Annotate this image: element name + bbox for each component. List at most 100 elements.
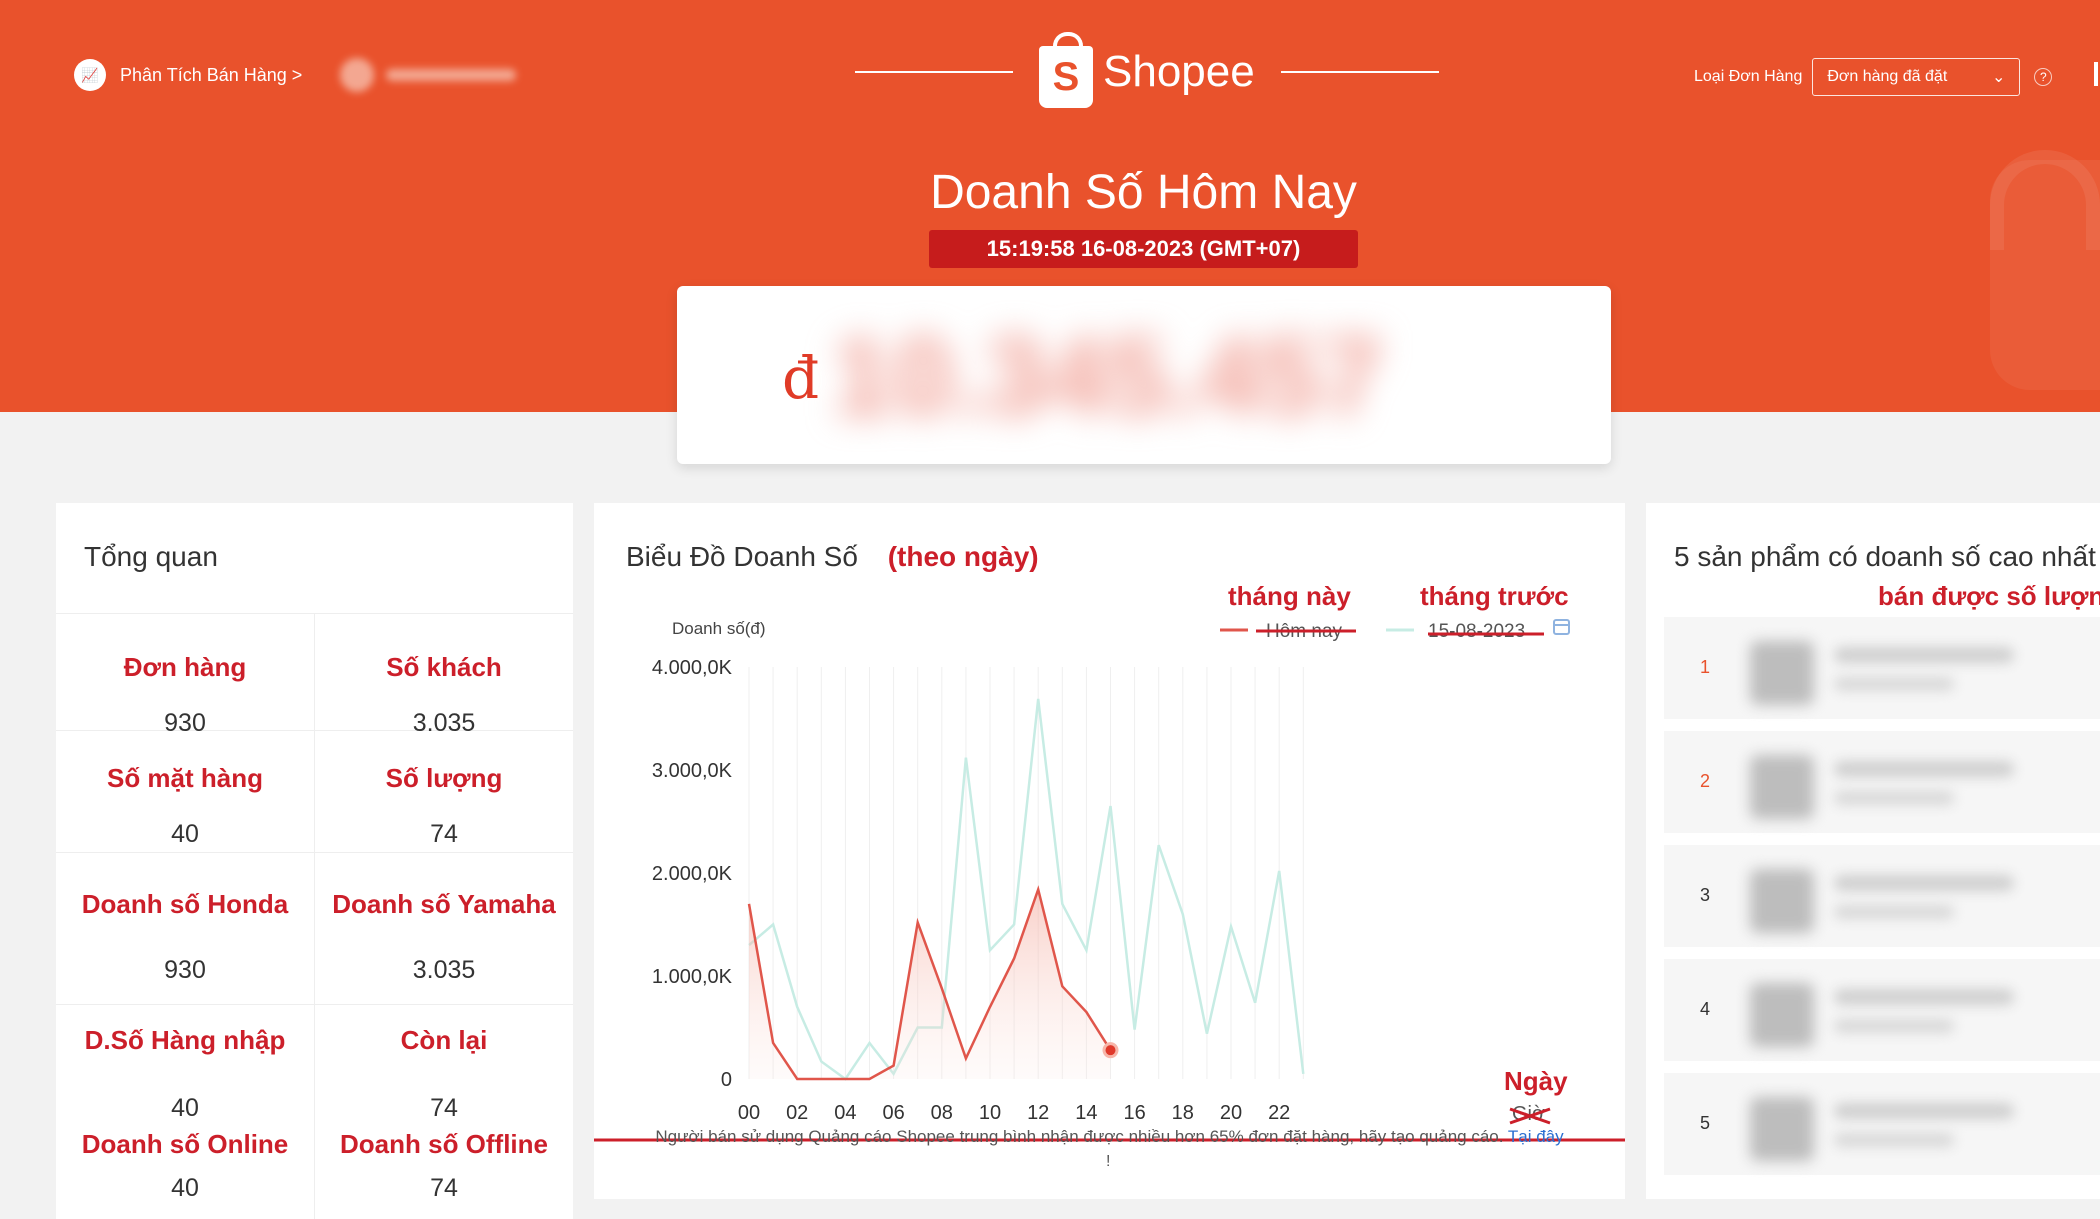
ads-promo-link[interactable]: Tại đây bbox=[1507, 1127, 1564, 1146]
metric-value: 930 bbox=[164, 956, 206, 984]
breadcrumb-sales-analytics[interactable]: Phân Tích Bán Hàng > bbox=[120, 64, 303, 85]
y-axis-label: Doanh số(đ) bbox=[672, 619, 766, 638]
product-name-blurred bbox=[1834, 875, 2014, 891]
series-area-today bbox=[749, 889, 1111, 1079]
calendar-icon[interactable] bbox=[1553, 619, 1570, 635]
overview-cell-customers: Số khách 3.035 bbox=[315, 614, 573, 737]
metric-label: Còn lại bbox=[400, 1025, 488, 1055]
shopee-bag-icon: S bbox=[1039, 32, 1093, 108]
chart-title: Biểu Đồ Doanh Số (theo ngày) bbox=[626, 541, 1039, 573]
series-line-compare bbox=[748, 698, 1305, 1081]
overview-row: Số mặt hàng 40 Số lượng 74 bbox=[56, 731, 573, 853]
product-thumbnail bbox=[1750, 869, 1814, 933]
metric-label: Đơn hàng bbox=[123, 652, 247, 682]
product-thumbnail bbox=[1750, 983, 1814, 1047]
rank-number: 1 bbox=[1700, 657, 1711, 677]
x-tick-label: 00 bbox=[738, 1102, 760, 1124]
chart-y-ticks: 0 1.000,0K 2.000,0K 3.000,0K 4.000,0K bbox=[652, 657, 733, 1091]
overview-cell-offline: Doanh số Offline 74 bbox=[315, 1129, 573, 1219]
brand-name: Shopee bbox=[1103, 47, 1255, 96]
x-tick-label: 20 bbox=[1220, 1102, 1242, 1124]
metric-label: Số lượng bbox=[385, 763, 503, 793]
edge-control[interactable] bbox=[2094, 62, 2098, 86]
order-type-value: Đơn hàng đã đặt bbox=[1827, 68, 1948, 85]
rank-number: 4 bbox=[1700, 999, 1711, 1019]
sales-chart-card: Biểu Đồ Doanh Số (theo ngày) tháng này t… bbox=[594, 503, 1625, 1199]
product-name-blurred bbox=[1834, 761, 2014, 777]
overview-cell-orders: Đơn hàng 930 bbox=[56, 614, 315, 737]
product-sub-blurred bbox=[1834, 1133, 1954, 1147]
revenue-value-blurred: 10.345.457 bbox=[831, 314, 1383, 438]
metric-label: Doanh số Online bbox=[81, 1129, 289, 1159]
product-thumbnail bbox=[1750, 641, 1814, 705]
overview-title: Tổng quan bbox=[84, 541, 218, 572]
metric-label: Số mặt hàng bbox=[106, 763, 263, 793]
chart-title-text: Biểu Đồ Doanh Số bbox=[626, 541, 858, 572]
ads-promo-text: Người bán sử dụng Quảng cáo Shopee trung… bbox=[655, 1127, 1504, 1146]
overview-row: Doanh số Online 40 Doanh số Offline 74 bbox=[56, 1129, 573, 1219]
product-name-blurred bbox=[1834, 989, 2014, 1005]
x-tick-label: 06 bbox=[882, 1102, 904, 1124]
product-sub-blurred bbox=[1834, 791, 1954, 805]
product-rank-row[interactable]: 4 bbox=[1664, 953, 2100, 1061]
rank-number: 2 bbox=[1700, 771, 1711, 791]
y-tick-label: 4.000,0K bbox=[652, 657, 733, 679]
overview-cell-items: Số mặt hàng 40 bbox=[56, 731, 315, 852]
x-tick-label: 04 bbox=[834, 1102, 856, 1124]
metric-value: 3.035 bbox=[412, 709, 476, 737]
chevron-down-icon: ⌄ bbox=[1991, 69, 2006, 86]
product-rank-row[interactable]: 5 bbox=[1664, 1067, 2100, 1175]
x-tick-label: 12 bbox=[1027, 1102, 1049, 1124]
page-title: Doanh Số Hôm Nay bbox=[930, 166, 1357, 219]
brand-header: S Shopee bbox=[855, 32, 1439, 108]
annotation-strike-xlabel-b bbox=[1509, 1107, 1551, 1125]
product-thumbnail bbox=[1750, 755, 1814, 819]
legend-annotation-last-month: tháng trước bbox=[1420, 581, 1569, 611]
help-icon[interactable]: ? bbox=[2034, 68, 2053, 86]
legend-label-compare[interactable]: 15-08-2023 bbox=[1428, 621, 1525, 642]
product-sub-blurred bbox=[1834, 1019, 1954, 1033]
ads-promo-exclamation: ! bbox=[1106, 1153, 1111, 1170]
metric-value: 74 bbox=[430, 820, 458, 848]
analytics-icon: 📈 bbox=[74, 59, 106, 91]
product-rank-row[interactable]: 1 bbox=[1664, 611, 2100, 719]
top-products-title: 5 sản phẩm có doanh số cao nhất bbox=[1674, 541, 2096, 572]
product-rank-row[interactable]: 2 bbox=[1664, 725, 2100, 833]
shopee-logo: S Shopee bbox=[1039, 32, 1255, 108]
metric-label: Doanh số Yamaha bbox=[332, 889, 556, 919]
y-tick-label: 2.000,0K bbox=[652, 863, 733, 885]
overview-card: Tổng quan Đơn hàng 930 Số khách 3.035 Số… bbox=[56, 503, 573, 1219]
overview-cell-honda: Doanh số Honda 930 bbox=[56, 853, 315, 1004]
ads-promo-note: Người bán sử dụng Quảng cáo Shopee trung… bbox=[594, 1127, 1625, 1147]
chart-x-ticks: 00 02 04 06 08 10 12 14 16 18 20 22 bbox=[738, 1102, 1290, 1124]
order-type-select[interactable]: Đơn hàng đã đặt ⌄ bbox=[1812, 58, 2021, 96]
metric-value: 74 bbox=[430, 1094, 458, 1122]
shop-account-blurred[interactable] bbox=[340, 58, 517, 92]
currency-symbol: đ bbox=[782, 344, 820, 412]
metric-label: D.Số Hàng nhập bbox=[84, 1025, 286, 1055]
current-point[interactable] bbox=[1105, 1045, 1116, 1056]
product-rank-row[interactable]: 3 bbox=[1664, 839, 2100, 947]
top-products-card: 5 sản phẩm có doanh số cao nhất bán được… bbox=[1646, 503, 2100, 1199]
product-sub-blurred bbox=[1834, 905, 1954, 919]
metric-value: 40 bbox=[171, 1094, 199, 1122]
x-tick-label: 10 bbox=[979, 1102, 1001, 1124]
y-tick-label: 0 bbox=[721, 1069, 732, 1091]
sales-line-chart: Doanh số(đ) 0 1.000,0K 2.000,0K 3.000,0K 4.0… bbox=[594, 619, 1625, 1142]
x-tick-label: 22 bbox=[1268, 1102, 1290, 1124]
product-sub-blurred bbox=[1834, 677, 1954, 691]
product-thumbnail bbox=[1750, 1097, 1814, 1161]
rank-number: 5 bbox=[1700, 1113, 1711, 1133]
divider-line-left bbox=[855, 71, 1013, 73]
chart-title-annotation: (theo ngày) bbox=[887, 541, 1039, 572]
metric-label: Doanh số Offline bbox=[340, 1129, 548, 1159]
metric-label: Doanh số Honda bbox=[81, 889, 289, 919]
series-line-today bbox=[747, 885, 1112, 1081]
order-type-filter: Loại Đơn Hàng Đơn hàng đã đặt ⌄ ? bbox=[1694, 58, 2053, 96]
x-tick-label: 02 bbox=[786, 1102, 808, 1124]
overview-cell-online: Doanh số Online 40 bbox=[56, 1129, 315, 1219]
revenue-card: đ 10.345.457 bbox=[677, 286, 1611, 464]
timestamp-badge: 15:19:58 16-08-2023 (GMT+07) bbox=[929, 230, 1358, 268]
breadcrumb: 📈 Phân Tích Bán Hàng > bbox=[74, 58, 517, 92]
chart-series bbox=[747, 698, 1305, 1081]
